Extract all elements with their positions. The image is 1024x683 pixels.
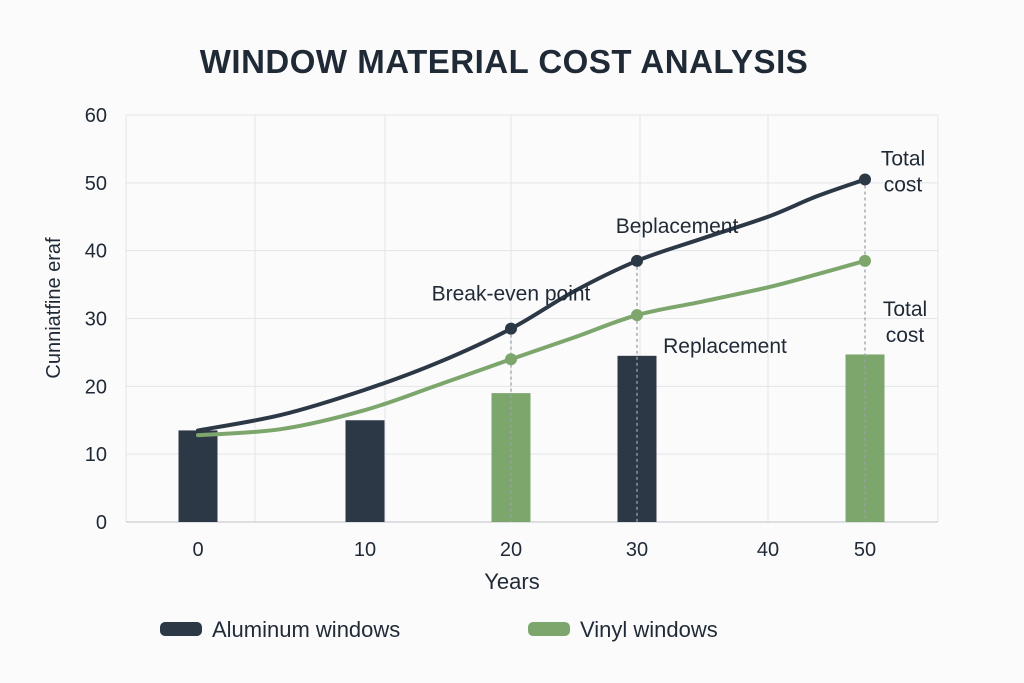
grid <box>125 114 939 523</box>
series-line <box>196 258 867 438</box>
x-tick-label: 0 <box>192 539 203 561</box>
annotation: Beplacement <box>616 215 739 238</box>
x-tick-label: 10 <box>354 539 376 561</box>
x-tick-label: 50 <box>854 539 876 561</box>
y-tick-label: 50 <box>85 173 107 195</box>
annotation: Break-even point <box>432 283 591 306</box>
series-marker <box>859 173 871 186</box>
series-marker <box>631 309 643 322</box>
x-tick-label: 40 <box>757 539 779 561</box>
legend: Aluminum windows Vinyl windows <box>160 617 718 642</box>
y-tick-label: 20 <box>85 376 107 398</box>
series-lines <box>196 177 867 438</box>
y-tick-label: 40 <box>85 241 107 263</box>
annotations: Break-even point Beplacement Replacement To… <box>432 147 928 358</box>
x-tick-label: 20 <box>500 539 522 561</box>
bars <box>178 354 885 522</box>
legend-swatch <box>160 622 202 636</box>
y-axis-label: Cunniatfine eraf <box>43 237 65 379</box>
series-marker <box>859 254 871 267</box>
legend-item: Aluminum windows <box>160 617 400 642</box>
y-tick-label: 30 <box>85 309 107 331</box>
chart-title: WINDOW MATERIAL COST ANALYSIS <box>200 43 809 80</box>
series-marker <box>505 322 517 335</box>
annotation: Total cost <box>883 298 927 347</box>
series-markers <box>505 173 871 366</box>
bar <box>178 430 218 522</box>
annotation: Total cost <box>881 147 925 196</box>
y-tick-label: 0 <box>96 512 107 534</box>
legend-label: Vinyl windows <box>580 617 718 642</box>
y-tick-label: 10 <box>85 444 107 466</box>
legend-item: Vinyl windows <box>528 617 718 642</box>
series-marker <box>631 254 643 267</box>
series-marker <box>505 353 517 366</box>
bar <box>345 420 385 522</box>
legend-label: Aluminum windows <box>212 617 400 642</box>
series-line <box>196 177 867 433</box>
x-tick-label: 30 <box>626 539 648 561</box>
x-axis-ticks: 0 10 20 30 40 50 <box>192 539 876 561</box>
y-tick-label: 60 <box>85 105 107 127</box>
annotation: Replacement <box>663 335 787 358</box>
legend-swatch <box>528 622 570 636</box>
y-axis-ticks: 0 10 20 30 40 50 60 <box>85 105 107 534</box>
x-axis-label: Years <box>484 569 539 594</box>
